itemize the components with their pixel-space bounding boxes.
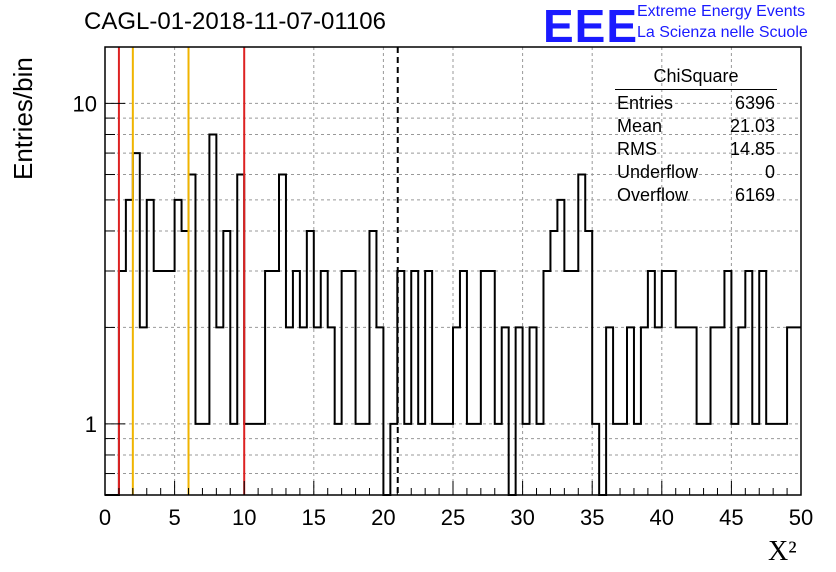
stats-value: 21.03 — [729, 116, 775, 136]
x-tick-label: 10 — [232, 505, 256, 530]
chart-title: CAGL-01-2018-11-07-01106 — [84, 8, 386, 35]
x-tick-label: 15 — [302, 505, 326, 530]
stats-row-underflow: Underflow 0 — [613, 161, 779, 184]
x-tick-label: 5 — [168, 505, 180, 530]
x-tick-label: 45 — [719, 505, 743, 530]
x-axis-label: X² — [768, 536, 797, 567]
stats-label: RMS — [617, 139, 657, 159]
stats-box: ChiSquare Entries 6396 Mean 21.03 RMS 14… — [613, 66, 779, 207]
stats-value: 0 — [764, 162, 775, 182]
x-tick-label: 35 — [580, 505, 604, 530]
x-tick-label: 30 — [510, 505, 534, 530]
stats-value: 14.85 — [729, 139, 775, 159]
stats-value: 6169 — [734, 185, 775, 205]
logo-line-2: La Scienza nelle Scuole — [637, 24, 808, 41]
stats-value: 6396 — [734, 93, 775, 113]
stats-row-overflow: Overflow 6169 — [613, 184, 779, 207]
stats-label: Mean — [617, 116, 663, 136]
histogram-series — [105, 133, 801, 496]
stats-row-rms: RMS 14.85 — [613, 138, 779, 161]
eee-logo: EEE — [543, 0, 639, 52]
stats-label: Underflow — [617, 162, 699, 182]
logo-line-1: Extreme Energy Events — [637, 3, 806, 20]
x-tick-label: 50 — [789, 505, 813, 530]
stats-row-mean: Mean 21.03 — [613, 115, 779, 138]
x-tick-label: 20 — [371, 505, 395, 530]
x-tick-label: 0 — [99, 505, 111, 530]
x-tick-label: 25 — [441, 505, 465, 530]
y-tick-label: 1 — [85, 412, 97, 437]
stats-box-title: ChiSquare — [615, 66, 777, 90]
x-tick-label: 40 — [650, 505, 674, 530]
stats-row-entries: Entries 6396 — [613, 92, 779, 115]
y-axis-label: Entries/bin — [8, 57, 38, 180]
stats-label: Entries — [617, 93, 674, 113]
y-tick-label: 10 — [73, 91, 97, 116]
stats-label: Overflow — [617, 185, 689, 205]
